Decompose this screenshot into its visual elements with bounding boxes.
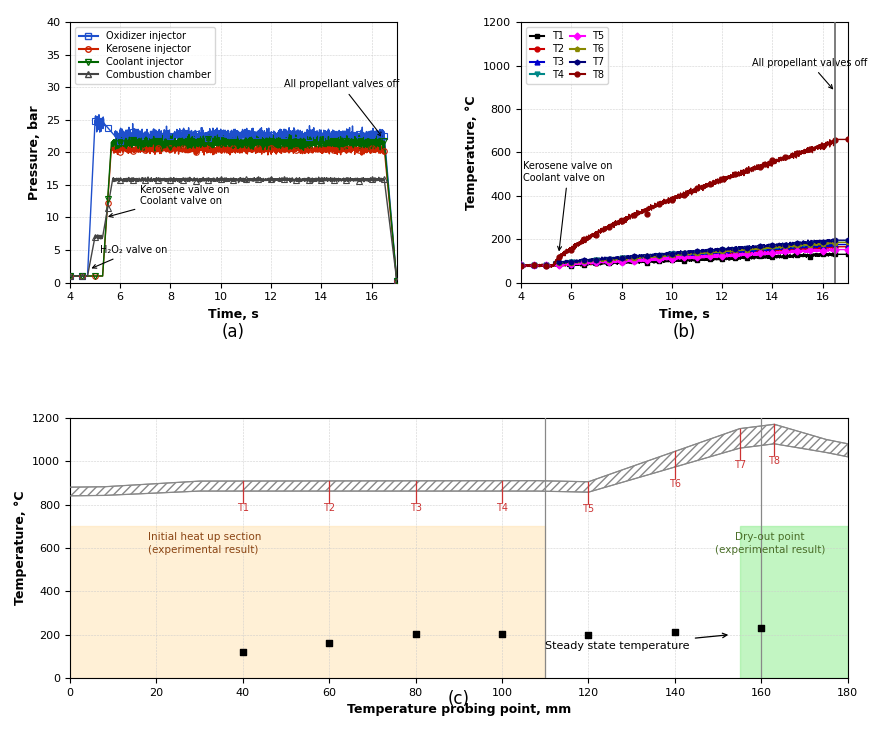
Text: T1: T1 [237,503,249,513]
Y-axis label: Temperature, °C: Temperature, °C [13,491,26,605]
Y-axis label: Pressure, bar: Pressure, bar [27,105,40,200]
X-axis label: Time, s: Time, s [659,308,710,321]
Text: Kerosene valve on
Coolant valve on: Kerosene valve on Coolant valve on [524,161,613,250]
Point [409,628,423,640]
X-axis label: Time, s: Time, s [208,308,259,321]
Text: T4: T4 [496,503,508,513]
Text: All propellant valves off: All propellant valves off [753,57,868,89]
Y-axis label: Temperature, °C: Temperature, °C [465,95,477,209]
Text: T8: T8 [768,456,780,466]
Point [236,645,250,657]
Bar [70,526,545,678]
Text: (c): (c) [447,690,470,708]
Text: T6: T6 [669,479,681,489]
Text: Dry-out point
(experimental result): Dry-out point (experimental result) [715,532,825,555]
Text: Kerosene valve on
Coolant valve on: Kerosene valve on Coolant valve on [109,185,230,218]
Text: Steady state temperature: Steady state temperature [545,633,727,650]
Point [323,637,336,649]
Text: T5: T5 [582,504,594,514]
Legend: T1, T2, T3, T4, T5, T6, T7, T8: T1, T2, T3, T4, T5, T6, T7, T8 [526,28,608,83]
X-axis label: Temperature probing point, mm: Temperature probing point, mm [347,703,571,716]
Text: T2: T2 [323,503,336,513]
Point [668,626,682,638]
Bar [739,526,848,678]
Text: All propellant valves off: All propellant valves off [284,80,399,136]
Text: T7: T7 [733,460,746,470]
Point [495,627,509,639]
Text: Initial heat up section
(experimental result): Initial heat up section (experimental re… [148,532,261,555]
Text: (a): (a) [222,323,245,341]
Text: H₂O₂ valve on: H₂O₂ valve on [93,245,168,268]
Text: T3: T3 [410,503,421,513]
Point [754,621,768,633]
Point [581,630,595,641]
Legend: Oxidizer injector, Kerosene injector, Coolant injector, Combustion chamber: Oxidizer injector, Kerosene injector, Co… [75,28,215,83]
Text: (b): (b) [673,323,696,341]
